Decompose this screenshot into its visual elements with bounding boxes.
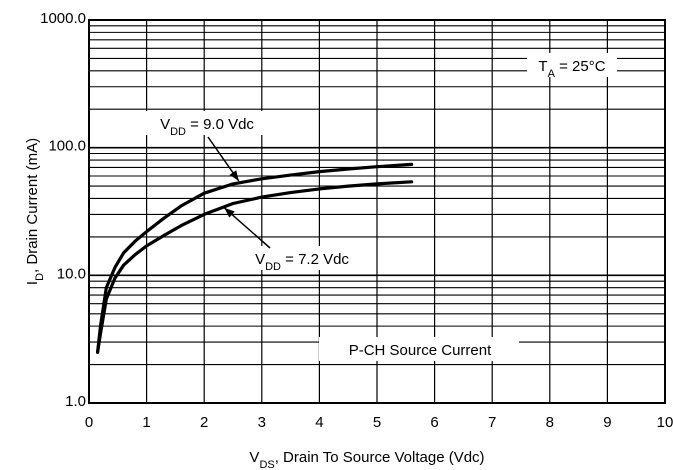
x-axis-label: VDS, Drain To Source Voltage (Vdc) xyxy=(249,449,484,470)
y-axis-label-main: I xyxy=(24,281,41,285)
x-tick-label: 2 xyxy=(200,414,208,431)
x-tick-label: 0 xyxy=(85,414,93,431)
x-tick-label: 5 xyxy=(373,414,381,431)
series-1-label: VDD = 9.0 Vdc xyxy=(160,116,254,138)
x-axis-label-sub: DS xyxy=(259,459,274,470)
series-line-2 xyxy=(96,180,414,354)
y-tick-label: 1.0 xyxy=(65,393,86,410)
y-tick-labels: 1.0 10.0 100.0 1000.0 xyxy=(40,10,86,410)
series-1-label-main: V xyxy=(160,116,170,133)
series-2-label-sub: DD xyxy=(265,261,281,273)
x-tick-labels: 0 1 2 3 4 5 6 7 8 9 10 xyxy=(85,414,673,431)
series-1-label-rest: = 9.0 Vdc xyxy=(186,116,254,133)
temperature-label-main: T xyxy=(538,58,547,75)
series-2-arrow-head xyxy=(224,207,235,218)
plot-frame xyxy=(88,19,666,404)
caption-label: P-CH Source Current xyxy=(349,342,492,359)
series-line-1 xyxy=(96,162,414,354)
series-2-label: VDD = 7.2 Vdc xyxy=(255,251,349,273)
grid xyxy=(89,20,665,403)
series-1-label-bg xyxy=(138,111,277,135)
x-tick-label: 9 xyxy=(603,414,611,431)
y-axis-label: ID, Drain Current (mA) xyxy=(24,138,46,285)
caption-bg xyxy=(319,337,519,361)
y-tick-label: 100.0 xyxy=(48,138,86,155)
series-2-label-rest: = 7.2 Vdc xyxy=(281,251,349,268)
series-1-label-sub: DD xyxy=(170,126,186,138)
y-axis-label-sub: D xyxy=(34,273,46,281)
x-tick-label: 8 xyxy=(546,414,554,431)
x-tick-label: 10 xyxy=(657,414,673,431)
y-tick-label: 10.0 xyxy=(57,265,86,282)
x-tick-label: 7 xyxy=(488,414,496,431)
temperature-label-rest: = 25°C xyxy=(555,58,606,75)
series-1-arrow-head xyxy=(229,170,239,181)
temperature-label-bg xyxy=(527,53,617,77)
x-tick-label: 6 xyxy=(430,414,438,431)
x-tick-label: 4 xyxy=(315,414,323,431)
temperature-label: TA = 25°C xyxy=(538,58,605,80)
series-2-label-main: V xyxy=(255,251,265,268)
y-tick-label: 1000.0 xyxy=(40,10,86,27)
x-tick-label: 3 xyxy=(258,414,266,431)
x-tick-label: 1 xyxy=(142,414,150,431)
x-axis-label-main: V xyxy=(249,449,259,466)
x-axis-label-rest: , Drain To Source Voltage (Vdc) xyxy=(275,449,485,466)
series-lines xyxy=(96,162,414,354)
temperature-label-sub: A xyxy=(548,68,556,80)
series-2-label-bg xyxy=(233,246,372,270)
y-axis-label-rest: , Drain Current (mA) xyxy=(24,138,41,273)
